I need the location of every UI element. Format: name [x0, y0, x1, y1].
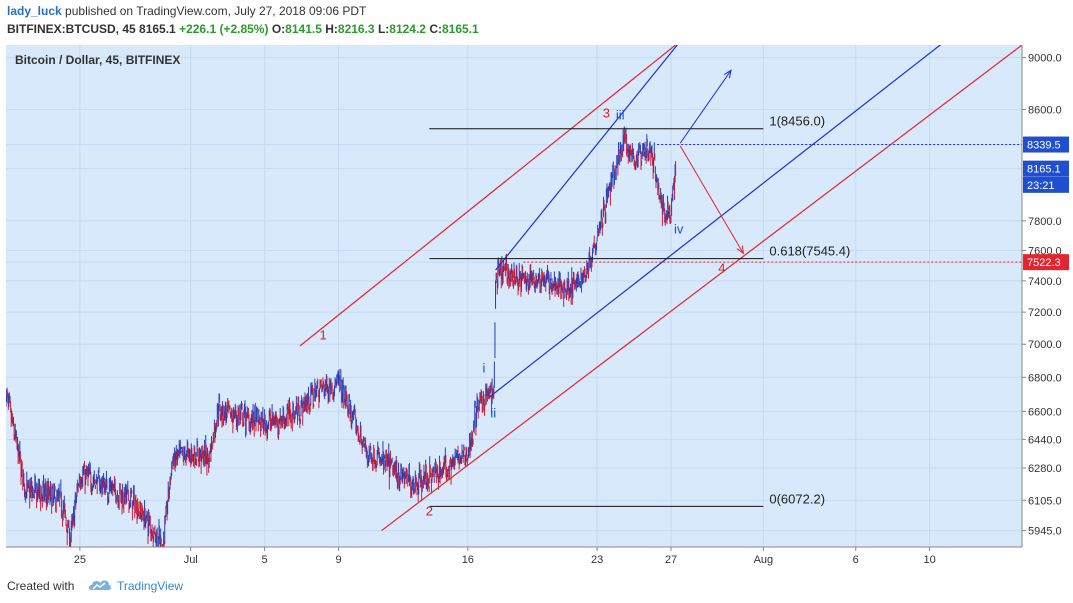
- high-value: 8216.3: [337, 22, 375, 36]
- price-tag: [1023, 254, 1069, 271]
- time-tick-label: 10: [924, 554, 936, 566]
- low-value: 8124.2: [389, 22, 426, 36]
- publish-info: published on TradingView.com, July 27, 2…: [65, 4, 367, 18]
- open-label: O:: [271, 22, 286, 36]
- price-tick-label: 7400.0: [1028, 276, 1062, 288]
- price-tag-label: 7522.3: [1027, 257, 1061, 269]
- fib-level-label: 0.618(7545.4): [769, 244, 850, 259]
- projection-arrow-blue: [679, 70, 732, 144]
- ohlc-line: BITFINEX:BTCUSD, 45 8165.1 +226.1 (+2.85…: [7, 22, 479, 36]
- time-tick-label: 16: [462, 554, 474, 566]
- wave-label: iii: [616, 107, 625, 122]
- high-label: H:: [325, 22, 338, 36]
- wave-label: i: [483, 360, 486, 375]
- channel-line-red: [299, 45, 677, 347]
- drawing-overlays: 1(8456.0)0.618(7545.4)0(6072.2)1234iiiii…: [299, 45, 1023, 532]
- channel-line-red: [381, 45, 1023, 532]
- tradingview-link[interactable]: TradingView: [117, 579, 184, 593]
- time-tick-label: Aug: [754, 554, 774, 566]
- price-axis[interactable]: 9000.08600.07800.07600.07400.07200.07000…: [1021, 45, 1073, 547]
- price-chart[interactable]: 1(8456.0)0.618(7545.4)0(6072.2)1234iiiii…: [6, 45, 1073, 569]
- grid-lines: [6, 45, 1022, 547]
- price-change: +226.1 (+2.85%): [179, 22, 269, 36]
- channel-line-blue: [495, 45, 678, 271]
- tradingview-cloud-icon[interactable]: [88, 577, 112, 593]
- wave-label: 4: [718, 260, 725, 275]
- open-value: 8141.5: [285, 22, 322, 36]
- chart-area[interactable]: 1(8456.0) 0.618(7545.4) 0(6072.2) 1 2 3 4 i ii ii…: [6, 45, 1073, 569]
- price-tick-label: 6600.0: [1028, 406, 1062, 418]
- price-tick-label: 7200.0: [1028, 307, 1062, 319]
- fib-level-label: 1(8456.0): [769, 114, 825, 129]
- time-tick-label: Jul: [184, 554, 198, 566]
- chart-header: lady_luck published on TradingView.com, …: [0, 0, 1073, 40]
- price-tick-label: 7000.0: [1028, 339, 1062, 351]
- fib-level-label: 0(6072.2): [769, 491, 825, 506]
- low-label: L:: [377, 22, 390, 36]
- price-tag-label: 23:21: [1027, 180, 1055, 192]
- close-label: C:: [429, 22, 442, 36]
- time-tick-label: 5: [262, 554, 268, 566]
- author-name[interactable]: lady_luck: [7, 4, 62, 18]
- time-tick-label: 6: [853, 554, 859, 566]
- time-axis-bg: [6, 547, 1073, 569]
- wave-label: 3: [603, 105, 610, 120]
- plot-background: [6, 45, 1022, 547]
- price-tick-label: 6800.0: [1028, 372, 1062, 384]
- price-tick-label: 7800.0: [1028, 216, 1062, 228]
- time-tick-label: 25: [74, 554, 86, 566]
- price-tag: [1023, 160, 1069, 177]
- footer: Created with TradingView: [0, 571, 1073, 603]
- created-with-label: Created with: [7, 579, 75, 593]
- price-tag: [1023, 176, 1069, 193]
- price-axis-bg: [1022, 45, 1073, 547]
- price-tick-label: 8600.0: [1028, 104, 1062, 116]
- projection-arrow-red: [679, 145, 744, 254]
- arrow-head: [724, 69, 732, 79]
- time-tick-label: 9: [335, 554, 341, 566]
- price-tag-label: 8165.1: [1027, 164, 1061, 176]
- price-tick-label: 6280.0: [1028, 463, 1062, 475]
- price-tick-label: 9000.0: [1028, 53, 1062, 65]
- wave-label: ii: [490, 405, 496, 420]
- wave-label: iv: [674, 221, 684, 236]
- price-tick-label: 6105.0: [1028, 495, 1062, 507]
- last-price: 8165.1: [139, 22, 176, 36]
- channel-line-blue: [488, 45, 942, 399]
- wave-label: 1: [319, 327, 326, 342]
- price-tag: [1023, 136, 1069, 153]
- time-tick-label: 27: [665, 554, 677, 566]
- close-value: 8165.1: [441, 22, 479, 36]
- price-tag-label: 8339.5: [1027, 140, 1061, 152]
- publish-line: lady_luck published on TradingView.com, …: [7, 4, 366, 18]
- price-tick-label: 6440.0: [1028, 434, 1062, 446]
- wave-label: 2: [426, 503, 433, 518]
- arrow-head: [736, 245, 745, 255]
- price-tick-label: 5945.0: [1028, 526, 1062, 538]
- time-tick-label: 23: [591, 554, 603, 566]
- time-axis[interactable]: 25 Jul 5 9 16 23 27 Aug 6 10: [6, 546, 1073, 569]
- chart-title: Bitcoin / Dollar, 45, BITFINEX: [15, 53, 180, 67]
- symbol-label: BITFINEX:BTCUSD, 45: [7, 22, 136, 36]
